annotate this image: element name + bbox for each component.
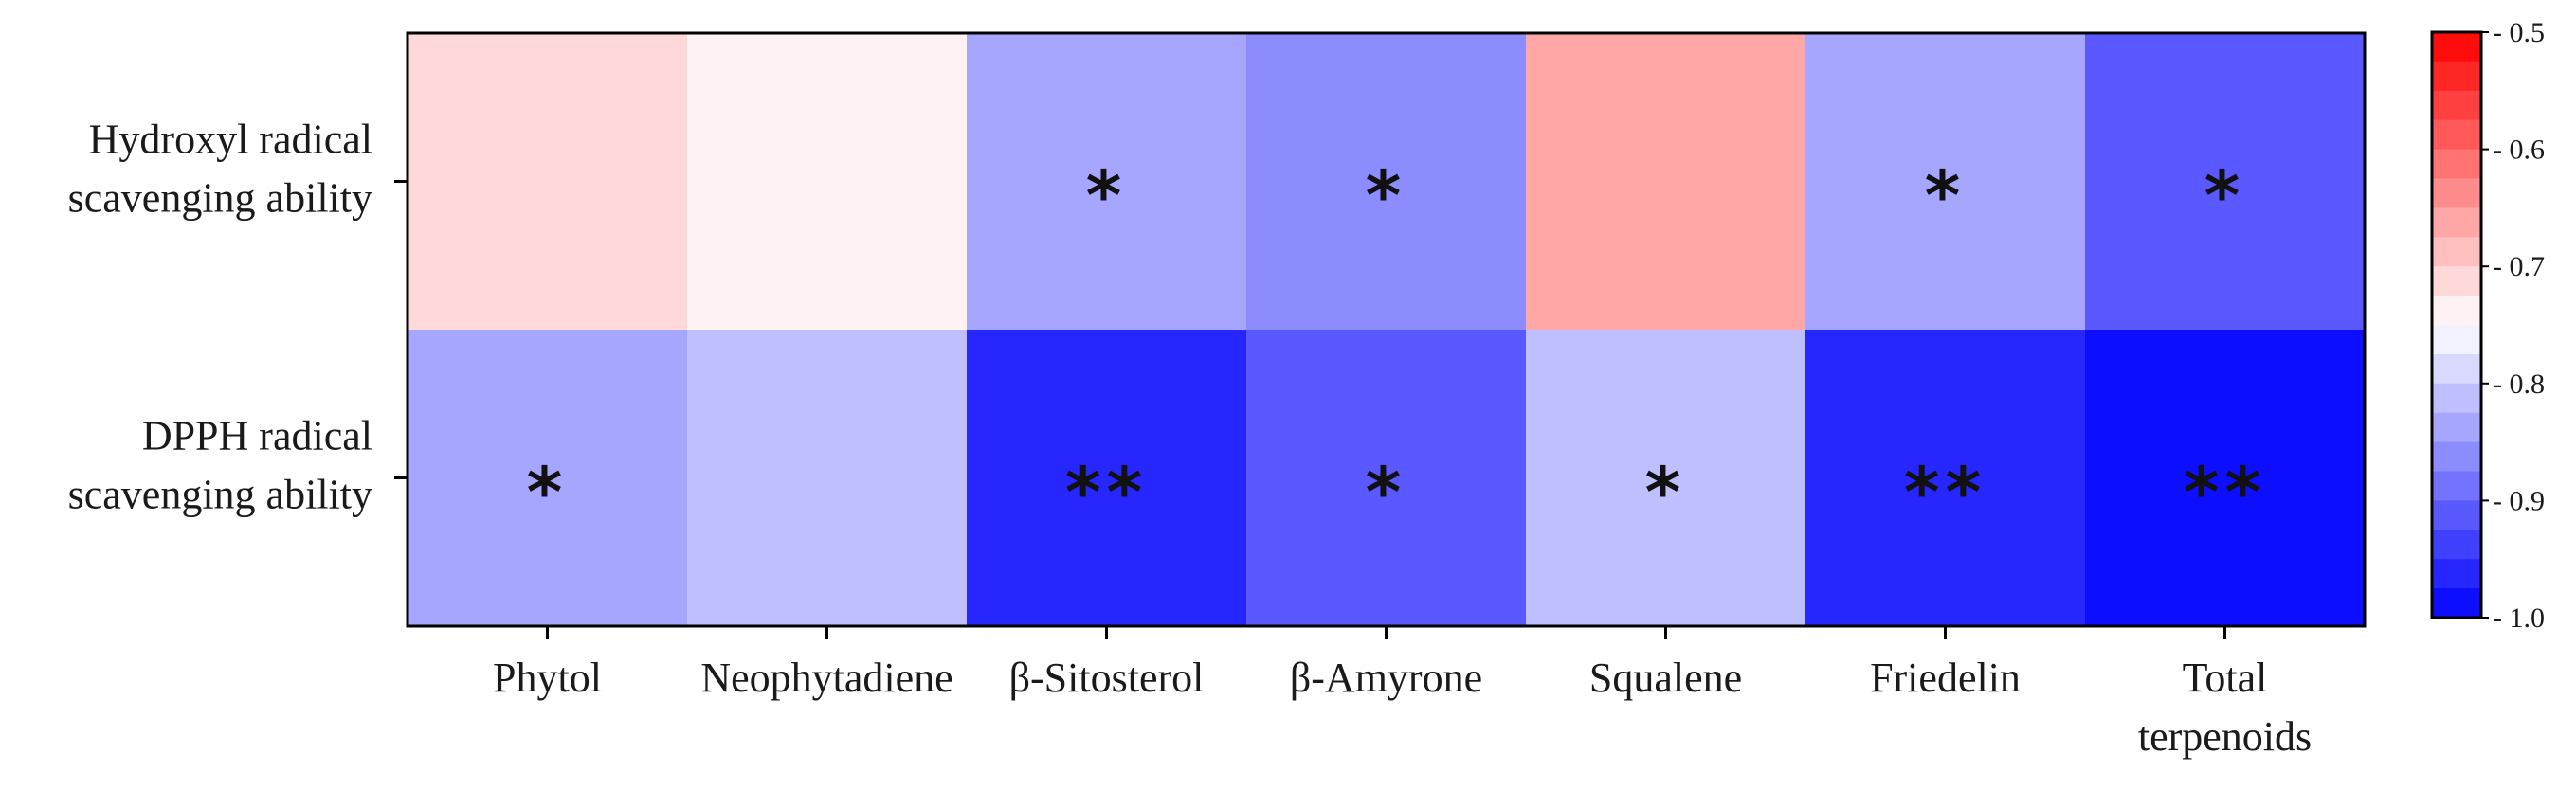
significance-mark: * (1366, 156, 1407, 236)
heatmap-cell (687, 330, 968, 627)
colorbar-segment (2432, 588, 2481, 619)
colorbar-segment (2432, 61, 2481, 92)
colorbar-segment (2432, 149, 2481, 180)
colorbar-tick-label: - 1.0 (2493, 602, 2545, 634)
column-label: Neophytadiene (700, 655, 952, 701)
colorbar-segment (2432, 90, 2481, 121)
column-label: Total (2183, 655, 2268, 701)
colorbar-segment (2432, 237, 2481, 267)
row-label: scavenging ability (68, 472, 372, 518)
heatmap-cell (2085, 33, 2366, 331)
colorbar-segment (2432, 119, 2481, 151)
colorbar-segment (2432, 412, 2481, 443)
colorbar-tick-label: - 0.9 (2493, 485, 2545, 516)
heatmap-cell (1526, 330, 1806, 627)
colorbar-tick-label: - 0.7 (2493, 251, 2545, 282)
column-label: terpenoids (2138, 713, 2312, 760)
colorbar-segment (2432, 559, 2481, 589)
heatmap-cell (967, 33, 1247, 331)
colorbar-segment (2432, 32, 2481, 63)
colorbar-segment (2432, 353, 2481, 385)
row-label: scavenging ability (68, 175, 372, 222)
significance-mark: ** (1065, 453, 1148, 532)
heatmap-cell (1246, 33, 1527, 331)
colorbar-segment (2432, 441, 2481, 473)
column-label: Phytol (493, 655, 602, 701)
heatmap-cells (408, 33, 2366, 627)
row-label: DPPH radical (142, 413, 372, 459)
significance-mark: ** (1904, 453, 1986, 532)
column-label: Squalene (1589, 655, 1742, 701)
colorbar-segment (2432, 530, 2481, 560)
row-labels: Hydroxyl radical scavenging ability DPPH r… (68, 117, 408, 518)
significance-mark: * (1366, 453, 1407, 532)
column-labels: Phytol Neophytadiene β-Sitosterol β-Amyrone… (493, 626, 2312, 760)
colorbar-tick-label: - 0.6 (2493, 135, 2545, 166)
column-label: Friedelin (1870, 655, 2021, 701)
column-label: β-Sitosterol (1009, 655, 1205, 701)
colorbar-segment (2432, 178, 2481, 208)
significance-mark: * (1645, 453, 1687, 532)
significance-mark: * (1925, 156, 1967, 236)
colorbar-tick-label: - 0.8 (2493, 368, 2545, 400)
heatmap-cell (1805, 330, 2086, 627)
significance-mark: * (1086, 156, 1128, 236)
colorbar-segment (2432, 383, 2481, 414)
heatmap-cell (408, 33, 688, 331)
significance-mark: * (2204, 156, 2246, 236)
colorbar-segment (2432, 325, 2481, 355)
heatmap-cell (1805, 33, 2086, 331)
colorbar-tick-label: - 0.5 (2493, 17, 2545, 48)
significance-mark: ** (2184, 453, 2266, 532)
row-label: Hydroxyl radical (89, 117, 372, 163)
column-label: β-Amyrone (1290, 655, 1482, 701)
heatmap-cell (408, 330, 688, 627)
heatmap-cell (1526, 33, 1806, 331)
colorbar-segment (2432, 296, 2481, 326)
colorbar: - 0.5 - 0.6 - 0.7 - 0.8 - 0.9 - 1.0 (2430, 17, 2545, 634)
colorbar-segment (2432, 500, 2481, 530)
heatmap-cell (687, 33, 968, 331)
colorbar-segment (2432, 207, 2481, 238)
colorbar-segment (2432, 471, 2481, 501)
heatmap-cell (1246, 330, 1527, 627)
colorbar-segment (2432, 266, 2481, 296)
significance-marks: * * * ** ** * * ** ** (527, 156, 2266, 532)
significance-mark: * (527, 453, 569, 532)
colorbar-frame (2430, 30, 2483, 619)
heatmap-cell (2085, 330, 2366, 627)
heatmap-cell (967, 330, 1247, 627)
